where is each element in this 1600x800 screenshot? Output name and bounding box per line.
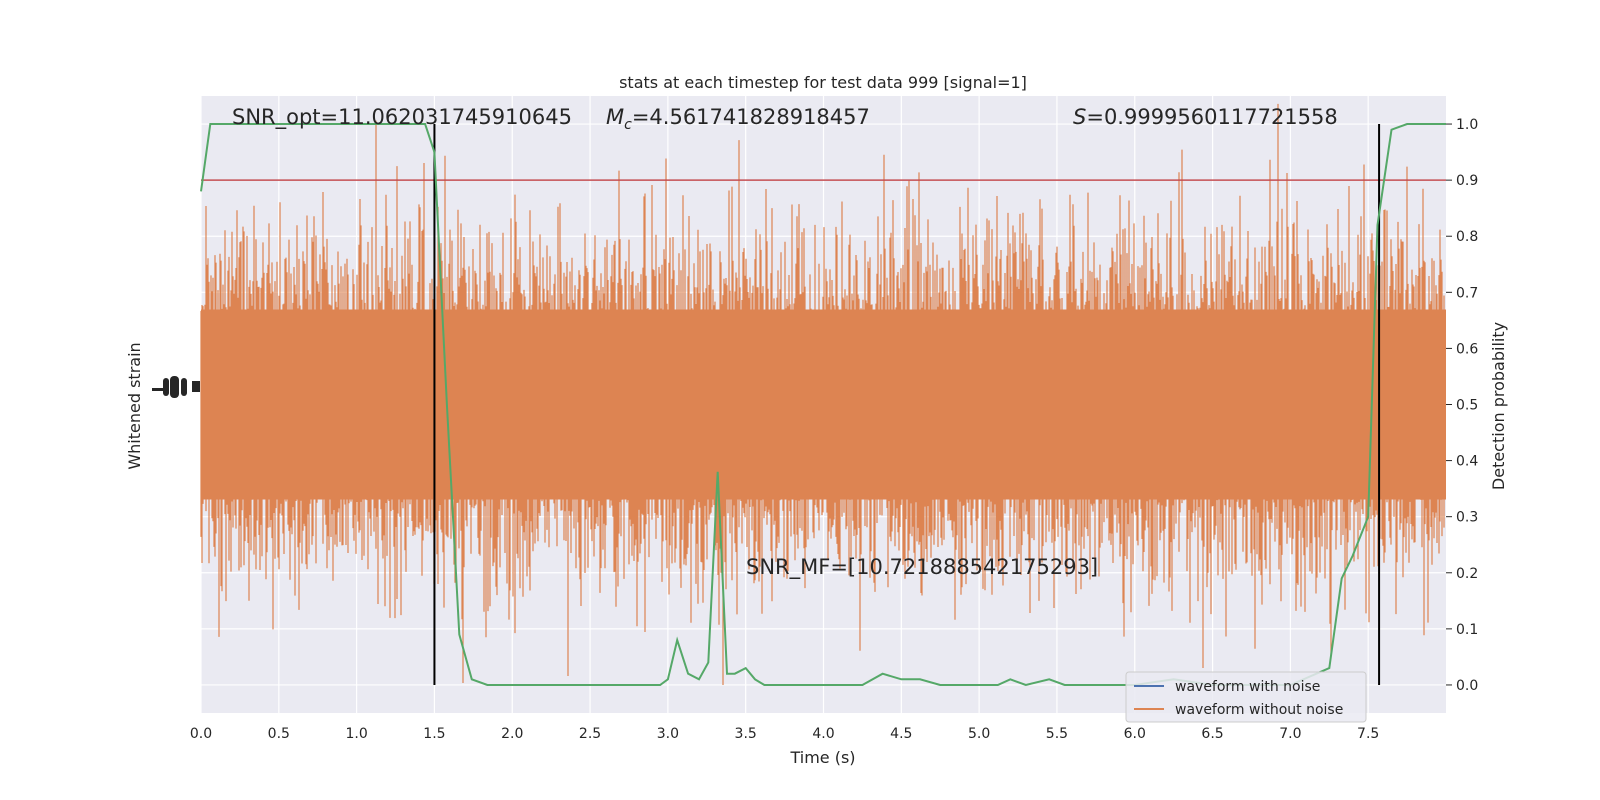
x-tick-label: 7.5 [1357, 726, 1379, 742]
legend-label-with-noise: waveform with noise [1175, 679, 1320, 695]
y-tick-label: 0.3 [1456, 510, 1478, 526]
x-axis-ticks: 0.0 0.5 1.0 1.5 2.0 2.5 3.0 3.5 4.0 4.5 5.0 5.5 6.0 6… [190, 726, 1379, 742]
y-tick-label: 0.0 [1456, 678, 1478, 694]
legend-label-without-noise: waveform without noise [1175, 702, 1343, 718]
x-axis-label: Time (s) [789, 748, 855, 767]
x-tick-label: 5.0 [968, 726, 990, 742]
x-tick-label: 2.5 [579, 726, 601, 742]
s-annotation: S=0.9999560117721558 [1073, 105, 1338, 129]
y-left-axis-label: Whitened strain [125, 342, 144, 469]
y-tick-label: 0.2 [1456, 566, 1478, 582]
left-axis-collapsed-ticks [152, 376, 200, 398]
snr-opt-annotation: SNR_opt=11.062031745910645 [232, 105, 572, 130]
legend: waveform with noise waveform without noi… [1125, 671, 1367, 723]
snr-mf-annotation: SNR_MF=[10.721888542175293] [746, 555, 1098, 580]
y-tick-label: 1.0 [1456, 117, 1478, 133]
x-tick-label: 4.0 [812, 726, 834, 742]
y-tick-label: 0.4 [1456, 454, 1478, 470]
x-tick-label: 1.5 [423, 726, 445, 742]
x-tick-label: 7.0 [1279, 726, 1301, 742]
x-tick-label: 4.5 [890, 726, 912, 742]
chirp-mass-annotation: Mc=4.561741828918457 [606, 105, 870, 133]
x-tick-label: 5.5 [1046, 726, 1068, 742]
noise-waveform-core [201, 309, 1446, 500]
y-tick-label: 0.5 [1456, 398, 1478, 414]
chart-title: stats at each timestep for test data 999… [619, 73, 1027, 92]
y-right-axis-label: Detection probability [1489, 322, 1508, 490]
y-right-axis-ticks: 0.0 0.1 0.2 0.3 0.4 0.5 0.6 0.7 0.8 0.9 1.0 [1446, 117, 1478, 694]
x-tick-label: 6.0 [1124, 726, 1146, 742]
x-tick-label: 0.5 [268, 726, 290, 742]
x-tick-label: 0.0 [190, 726, 212, 742]
x-tick-label: 3.0 [657, 726, 679, 742]
x-tick-label: 6.5 [1201, 726, 1223, 742]
x-tick-label: 3.5 [735, 726, 757, 742]
y-tick-label: 0.1 [1456, 622, 1478, 638]
y-tick-label: 0.8 [1456, 229, 1478, 245]
x-tick-label: 1.0 [345, 726, 367, 742]
y-tick-label: 0.6 [1456, 341, 1478, 357]
y-tick-label: 0.9 [1456, 173, 1478, 189]
y-tick-label: 0.7 [1456, 285, 1478, 301]
waveform-without-noise-series [200, 103, 1446, 685]
x-tick-label: 2.0 [501, 726, 523, 742]
